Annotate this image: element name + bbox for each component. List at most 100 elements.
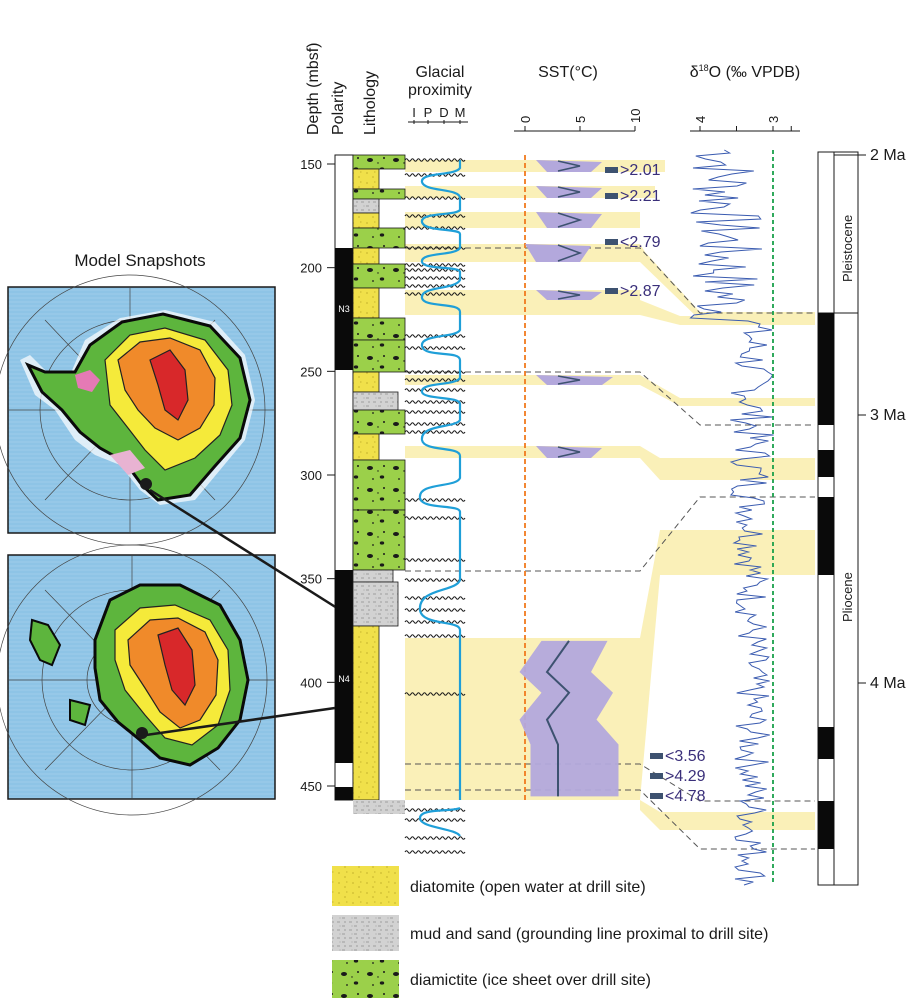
sst-small-mean xyxy=(557,290,581,300)
unconformity-mark xyxy=(404,558,466,562)
sst-small-mean xyxy=(557,244,583,262)
depth-tick-label: 350 xyxy=(300,572,322,587)
correlation-band xyxy=(405,375,815,406)
lithology-legend: diatomite (open water at drill site) mud… xyxy=(332,866,768,998)
glacial-proximity-curve xyxy=(404,158,466,854)
legend-swatch-diamictite xyxy=(332,960,399,998)
unconformity-mark xyxy=(404,410,466,414)
d18o-header: δ18O (‰ VPDB) xyxy=(690,63,800,81)
unconformity-mark xyxy=(404,346,466,350)
epoch-pliocene: Pliocene xyxy=(840,572,855,622)
sst-small-mean xyxy=(557,160,581,172)
unconformity-mark xyxy=(404,692,466,696)
sst-axis: 0 5 10 xyxy=(514,109,643,132)
age-4ma: 4 Ma xyxy=(870,675,906,692)
sst-header: SST(°C) xyxy=(538,64,598,81)
legend-label-diamictite: diamictite (ice sheet over drill site) xyxy=(410,972,651,989)
unconformity-mark xyxy=(404,246,466,250)
lithology-column xyxy=(352,154,406,814)
sst-small-mean xyxy=(557,212,583,228)
sst-small-mean xyxy=(557,446,581,458)
sst-panel: 0 5 10 xyxy=(514,109,643,800)
unconformity-mark xyxy=(404,276,466,280)
sst-mean-line xyxy=(545,640,571,797)
model-snapshots-title: Model Snapshots xyxy=(74,251,205,270)
age-marker-label: <3.56 xyxy=(665,748,706,765)
sst-small-envelope xyxy=(536,290,602,300)
lithology-header: Lithology xyxy=(362,71,379,135)
unconformity-mark xyxy=(404,284,466,288)
correlation-band xyxy=(405,290,815,325)
unconformity-mark xyxy=(404,158,466,162)
unconformity-mark xyxy=(404,836,466,840)
correlation-line xyxy=(405,247,815,314)
unconformity-mark xyxy=(404,196,466,200)
glacial-code-label: D xyxy=(439,105,448,120)
depth-tick-label: 300 xyxy=(300,468,322,483)
d18o-series-line xyxy=(689,149,774,886)
age-marker-bar xyxy=(605,239,618,245)
age-marker-label: <4.78 xyxy=(665,788,706,805)
unconformity-mark xyxy=(404,850,466,854)
age-marker-bar xyxy=(605,167,618,173)
depth-tick-label: 250 xyxy=(300,364,322,379)
polarity-column: N3 N4 xyxy=(334,154,354,801)
sst-small-envelope xyxy=(536,160,602,172)
glacial-header-line2: proximity xyxy=(408,82,472,99)
age-marker-label: >2.21 xyxy=(620,188,661,205)
unconformity-mark xyxy=(404,498,466,502)
depth-axis: 150 200 250 300 350 400 450 xyxy=(300,155,336,800)
sst-small-intervals xyxy=(525,160,613,458)
glacial-code-label: M xyxy=(455,105,466,120)
glacial-header-line1: Glacial xyxy=(416,64,465,81)
age-3ma: 3 Ma xyxy=(870,407,906,424)
sst-tick-label: 0 xyxy=(518,116,533,123)
epoch-pleistocene: Pleistocene xyxy=(840,215,855,282)
glacial-code-label: I xyxy=(412,105,416,120)
unconformity-mark xyxy=(404,578,466,582)
unconformity-mark xyxy=(404,378,466,382)
polarity-zone-n3: N3 xyxy=(338,304,350,314)
d18o-tick-label: 3 xyxy=(766,116,781,123)
age-marker-bar xyxy=(650,793,663,799)
column-headers: Depth (mbsf) Polarity Lithology Glacial … xyxy=(305,43,800,135)
unconformity-mark xyxy=(404,596,466,600)
unconformity-mark xyxy=(404,608,466,612)
unconformity-mark xyxy=(404,388,466,392)
correlation-band xyxy=(405,446,815,480)
unconformity-mark xyxy=(404,430,466,434)
unconformity-mark xyxy=(404,263,466,267)
correlation-line xyxy=(405,371,815,426)
depth-tick-label: 150 xyxy=(300,157,322,172)
age-marker-label: >2.01 xyxy=(620,162,661,179)
d18o-tick-label: 4 xyxy=(693,116,708,123)
sst-tick-label: 10 xyxy=(628,109,643,123)
correlation-band xyxy=(640,800,815,830)
age-marker-bar xyxy=(605,288,618,294)
snapshot-map-1 xyxy=(0,274,276,546)
correlation-band xyxy=(405,530,815,800)
snapshot-map-2 xyxy=(0,544,276,816)
legend-swatch-diatomite xyxy=(332,866,399,906)
legend-label-diatomite: diatomite (open water at drill site) xyxy=(410,879,646,896)
unconformity-mark xyxy=(404,292,466,296)
age-marker-label: <2.79 xyxy=(620,234,661,251)
d18o-delta: δ xyxy=(690,64,699,81)
sst-small-envelope xyxy=(536,212,602,228)
age-marker-label: >4.29 xyxy=(665,768,706,785)
age-marker-label: >2.87 xyxy=(620,283,661,300)
polarity-header: Polarity xyxy=(330,82,347,135)
legend-swatch-mud-sand xyxy=(332,915,399,951)
age-marker-bar xyxy=(650,753,663,759)
unconformity-mark xyxy=(404,516,466,520)
unconformity-mark xyxy=(404,818,466,822)
age-marker-bar xyxy=(650,773,663,779)
timescale: 2 Ma 3 Ma 4 Ma Pleistocene Pliocene xyxy=(817,147,906,886)
age-datum-markers: >2.01 >2.21 <2.79 >2.87 <3.56 >4.29 <4.78 xyxy=(605,162,706,805)
sst-small-envelope xyxy=(536,446,602,458)
legend-label-mud-sand: mud and sand (grounding line proximal to… xyxy=(410,926,768,943)
depth-tick-label: 200 xyxy=(300,261,322,276)
snapshot-connectors xyxy=(145,488,357,737)
